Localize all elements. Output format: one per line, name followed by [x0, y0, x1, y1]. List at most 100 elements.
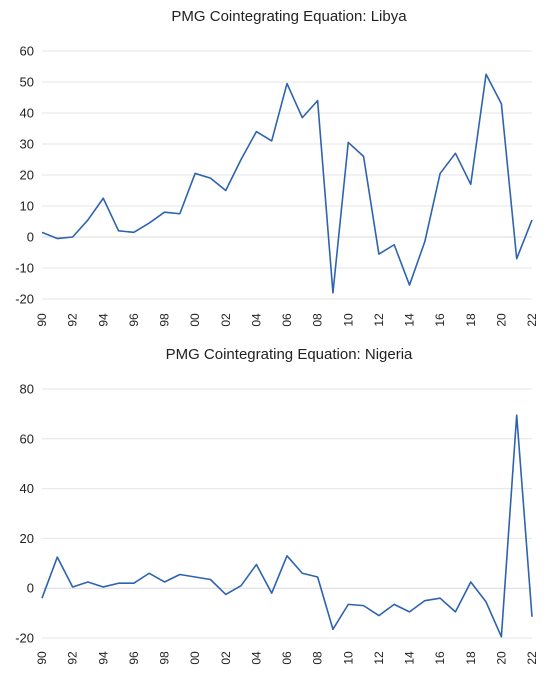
- x-tick-label: 12: [372, 313, 386, 327]
- x-tick-label: 06: [280, 313, 294, 327]
- x-tick-label: 10: [341, 313, 355, 327]
- data-point: [178, 212, 181, 215]
- data-point: [194, 575, 197, 578]
- data-point: [347, 603, 350, 606]
- data-point: [301, 116, 304, 119]
- data-point: [163, 211, 166, 214]
- data-point: [71, 585, 74, 588]
- data-point: [240, 158, 243, 161]
- x-tick-label: 04: [249, 313, 263, 327]
- y-tick-label: -20: [15, 292, 34, 307]
- y-tick-label: 0: [27, 581, 34, 596]
- data-point: [408, 284, 411, 287]
- x-tick-label: 14: [403, 651, 417, 665]
- y-tick-label: 20: [20, 168, 34, 183]
- data-point: [178, 573, 181, 576]
- data-point: [362, 155, 365, 158]
- data-point: [316, 575, 319, 578]
- x-tick-label: 02: [219, 651, 233, 665]
- data-point: [86, 580, 89, 583]
- data-point: [224, 593, 227, 596]
- x-tick-label: 20: [494, 313, 508, 327]
- x-axis-nigeria: 90 92 94 96 98 00 02 04 06 08 10 12 14 1…: [35, 651, 539, 665]
- x-tick-label: 12: [372, 651, 386, 665]
- data-point: [500, 635, 503, 638]
- data-point: [531, 218, 534, 221]
- data-point: [270, 592, 273, 595]
- data-point: [132, 231, 135, 234]
- chart-panel-nigeria: PMG Cointegrating Equation: Nigeria 80 6…: [15, 346, 539, 665]
- gridlines-nigeria: [42, 388, 532, 639]
- data-point: [485, 73, 488, 76]
- data-point: [439, 597, 442, 600]
- data-point: [194, 172, 197, 175]
- data-point: [454, 152, 457, 155]
- x-tick-label: 96: [127, 651, 141, 665]
- chart-title-libya: PMG Cointegrating Equation: Libya: [171, 8, 407, 25]
- data-point: [255, 563, 258, 566]
- x-tick-label: 98: [158, 651, 172, 665]
- data-point: [423, 240, 426, 243]
- x-tick-label: 94: [96, 651, 110, 665]
- data-point: [240, 584, 243, 587]
- x-tick-label: 14: [403, 313, 417, 327]
- y-tick-label: 60: [20, 431, 34, 446]
- data-point: [209, 177, 212, 180]
- y-tick-label: -10: [15, 261, 34, 276]
- data-point: [56, 556, 59, 559]
- x-tick-label: 10: [341, 651, 355, 665]
- x-tick-label: 22: [525, 313, 539, 327]
- data-point: [331, 291, 334, 294]
- x-tick-label: 92: [66, 651, 80, 665]
- y-tick-label: 20: [20, 531, 34, 546]
- x-tick-label: 94: [96, 313, 110, 327]
- data-point: [515, 257, 518, 260]
- data-point: [56, 237, 59, 240]
- x-tick-label: 90: [35, 651, 49, 665]
- chart-title-nigeria: PMG Cointegrating Equation: Nigeria: [166, 346, 413, 363]
- data-point: [408, 610, 411, 613]
- x-tick-label: 04: [249, 651, 263, 665]
- x-tick-label: 90: [35, 313, 49, 327]
- x-tick-label: 18: [464, 313, 478, 327]
- data-point: [439, 172, 442, 175]
- x-tick-label: 06: [280, 651, 294, 665]
- data-point: [377, 614, 380, 617]
- data-point: [148, 572, 151, 575]
- y-tick-label: 50: [20, 75, 34, 90]
- y-tick-label: 40: [20, 106, 34, 121]
- gridlines-libya: [42, 50, 532, 300]
- data-point: [102, 585, 105, 588]
- data-point: [469, 580, 472, 583]
- data-point: [301, 572, 304, 575]
- x-tick-label: 00: [188, 313, 202, 327]
- y-tick-label: 40: [20, 481, 34, 496]
- data-point: [362, 604, 365, 607]
- y-tick-label: -20: [15, 631, 34, 646]
- y-tick-label: 60: [20, 44, 34, 59]
- data-point: [41, 231, 44, 234]
- x-tick-label: 02: [219, 313, 233, 327]
- data-point: [102, 197, 105, 200]
- data-point: [393, 603, 396, 606]
- data-point: [316, 99, 319, 102]
- data-point: [454, 610, 457, 613]
- y-tick-label: 10: [20, 199, 34, 214]
- y-axis-libya: 60 50 40 30 20 10 0 -10 -20: [15, 44, 34, 307]
- data-point: [163, 580, 166, 583]
- data-point: [377, 253, 380, 256]
- y-tick-label: 0: [27, 230, 34, 245]
- x-tick-label: 18: [464, 651, 478, 665]
- data-point: [209, 578, 212, 581]
- x-tick-label: 20: [494, 651, 508, 665]
- x-tick-label: 08: [311, 313, 325, 327]
- y-axis-nigeria: 80 60 40 20 0 -20: [15, 382, 34, 646]
- data-point: [500, 102, 503, 105]
- data-point: [515, 414, 518, 417]
- data-point: [347, 141, 350, 144]
- x-tick-label: 16: [433, 651, 447, 665]
- chart-panel-libya: PMG Cointegrating Equation: Libya 60 50 …: [15, 8, 539, 327]
- data-point: [86, 218, 89, 221]
- x-tick-label: 98: [158, 313, 172, 327]
